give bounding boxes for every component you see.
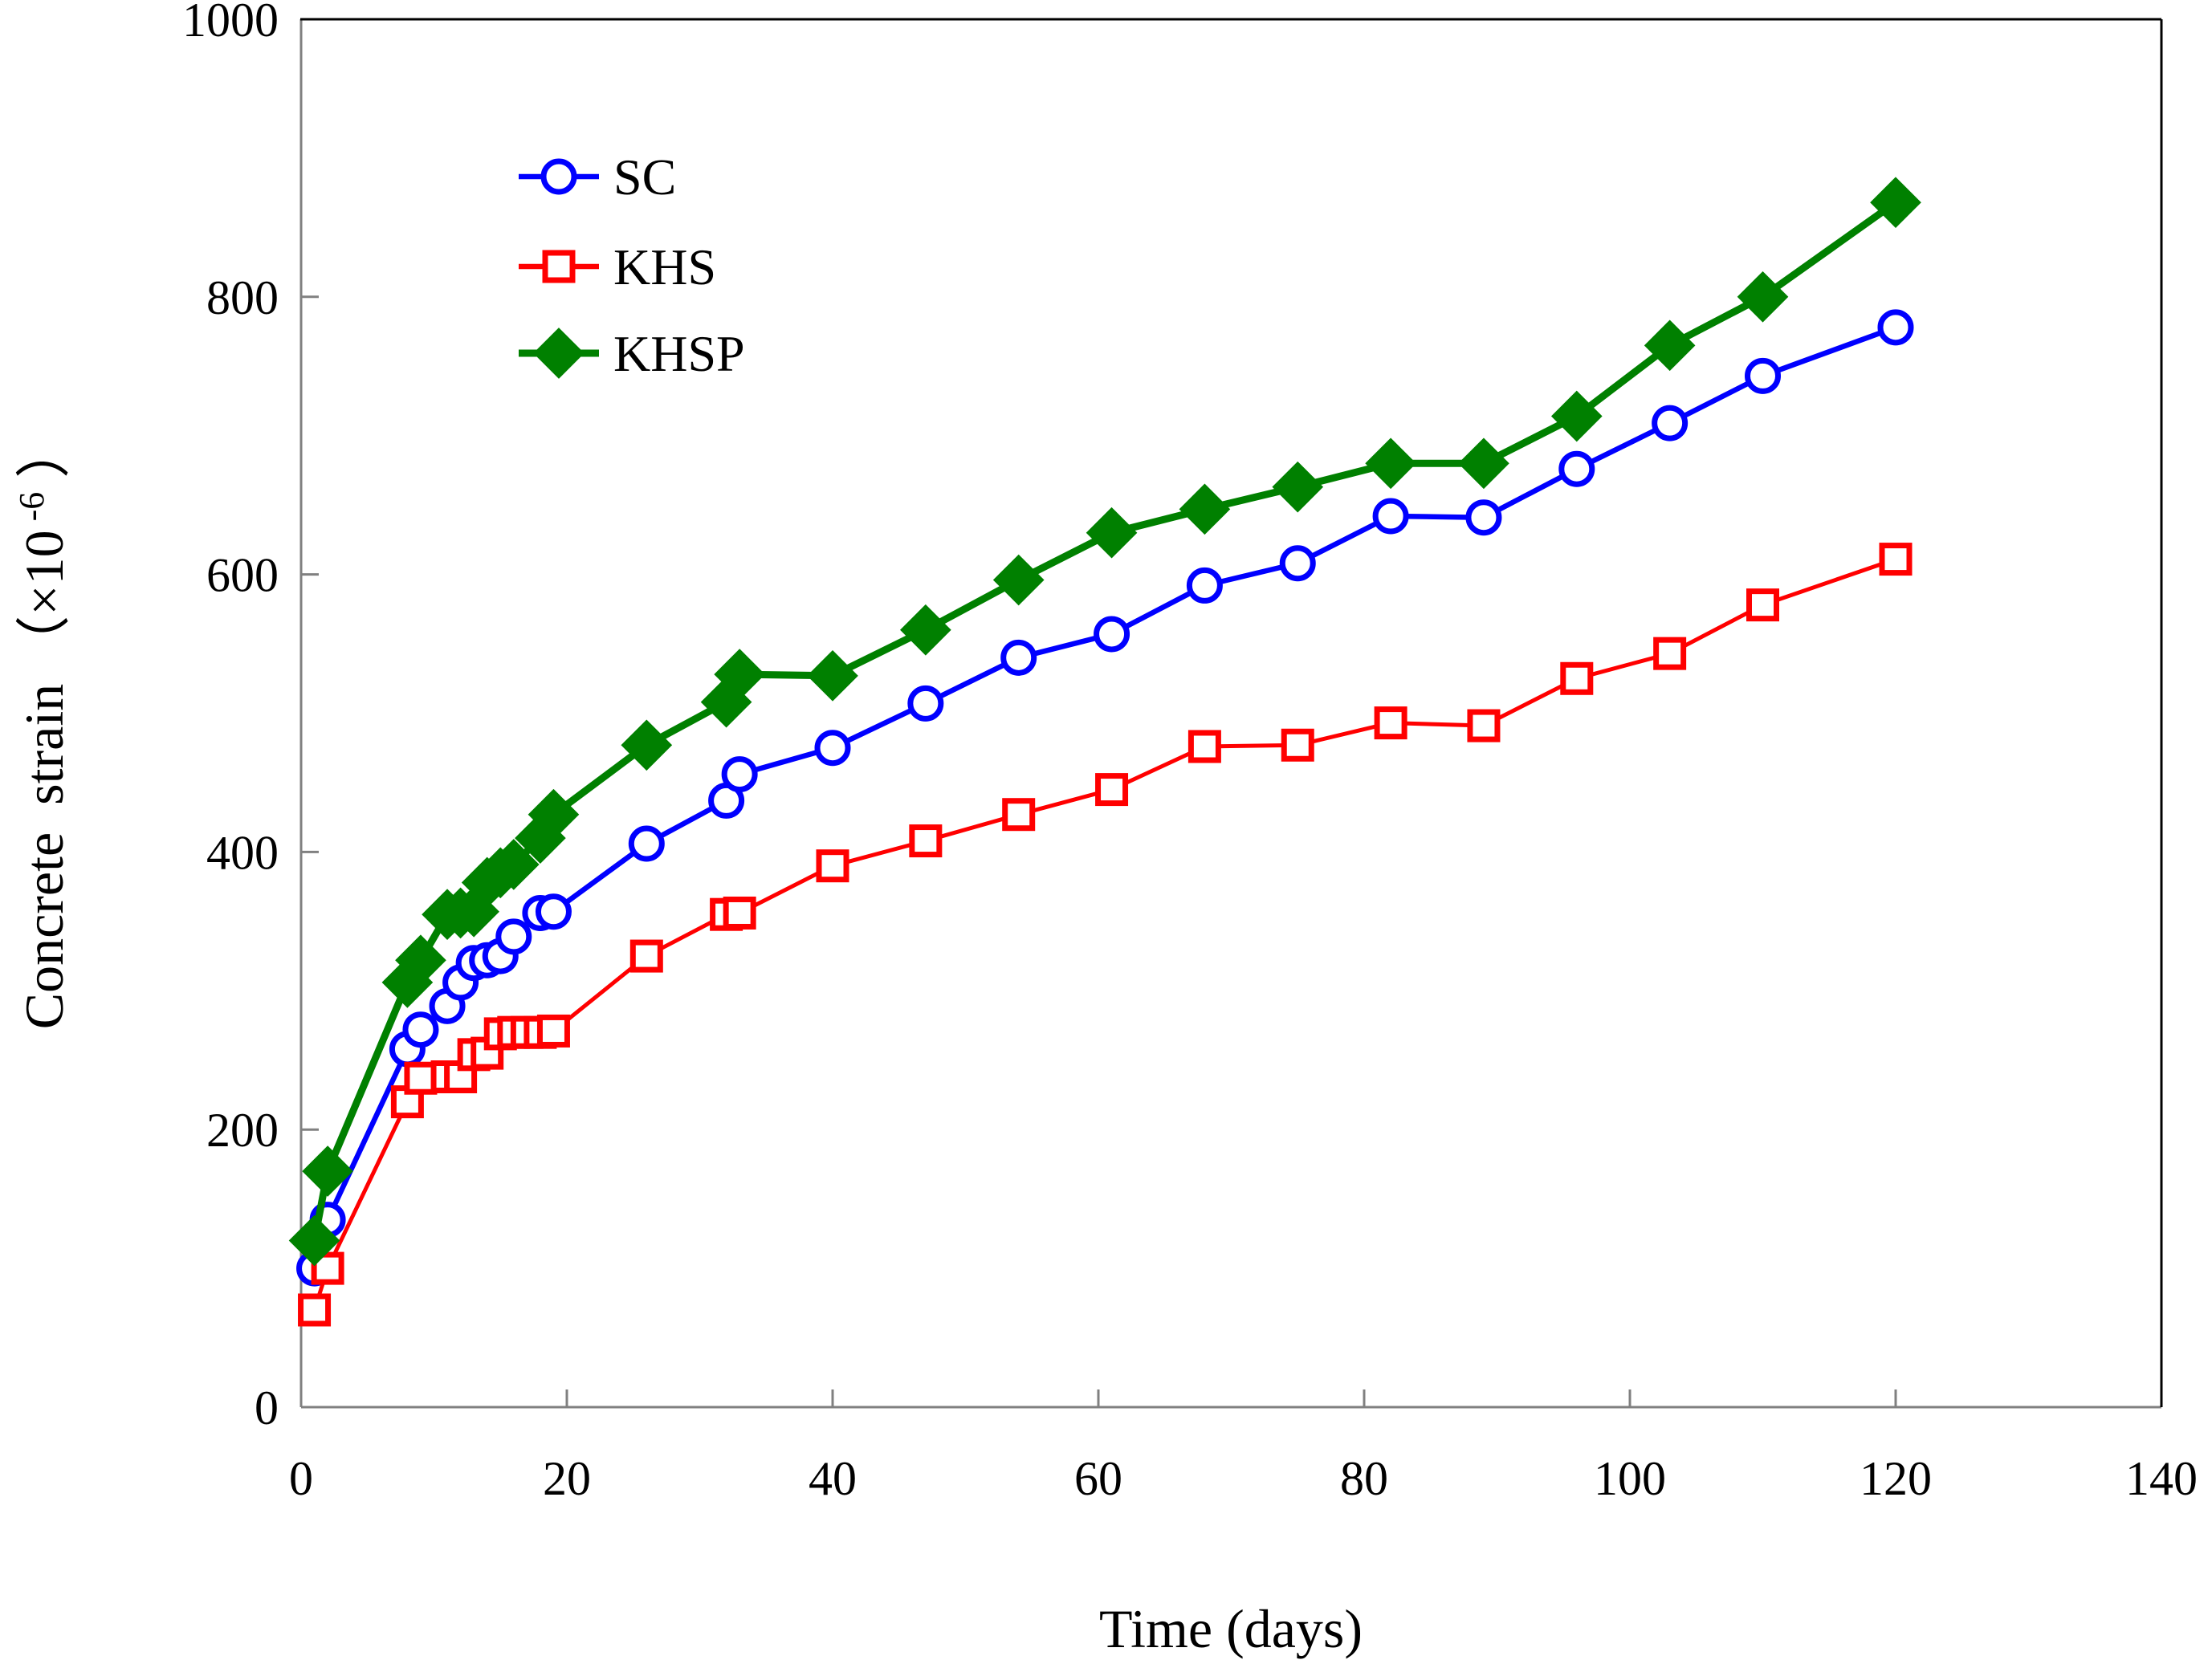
data-point-square — [1374, 706, 1407, 740]
series-sc — [296, 309, 1914, 1287]
data-point-square — [298, 1293, 332, 1327]
x-tick-label: 120 — [1860, 1452, 1932, 1505]
axis-ticks — [299, 18, 2163, 1409]
data-point-diamond — [1458, 437, 1509, 490]
data-point-circle — [402, 1011, 439, 1048]
series-khsp — [288, 177, 1921, 1267]
data-point-circle — [1745, 357, 1781, 394]
data-point-circle — [628, 825, 665, 862]
data-point-diamond — [1272, 461, 1324, 513]
data-point-square — [723, 896, 756, 930]
data-point-diamond — [302, 1145, 353, 1197]
data-point-square — [1746, 588, 1779, 622]
data-point-square — [629, 939, 663, 973]
y-tick-label: 400 — [206, 826, 279, 879]
data-point-diamond — [621, 719, 673, 771]
data-point-square — [1879, 543, 1913, 576]
x-tick-label: 20 — [543, 1452, 591, 1505]
data-point-circle — [1000, 639, 1037, 676]
data-point-circle — [535, 893, 572, 930]
data-point-square — [404, 1061, 438, 1095]
data-point-diamond — [714, 649, 765, 700]
legend-label: KHS — [613, 238, 716, 295]
data-point-circle — [1465, 499, 1502, 536]
legend-label: SC — [613, 148, 676, 205]
x-tick-label: 0 — [289, 1452, 313, 1505]
data-point-diamond — [900, 604, 951, 656]
y-tick-label: 200 — [206, 1104, 279, 1157]
legend-label: KHSP — [613, 325, 745, 382]
y-tick-label: 0 — [255, 1381, 279, 1434]
x-tick-label: 140 — [2125, 1452, 2198, 1505]
y-tick-label: 1000 — [182, 0, 279, 47]
data-point-square — [1187, 730, 1221, 763]
x-tick-label: 40 — [809, 1452, 857, 1505]
data-point-square — [1560, 661, 1594, 695]
data-point-square — [536, 1014, 570, 1048]
data-point-diamond — [1550, 390, 1603, 442]
y-tick-label: 600 — [206, 549, 279, 602]
data-point-circle — [1372, 498, 1409, 535]
data-point-diamond — [533, 328, 585, 379]
data-point-diamond — [395, 934, 446, 987]
legend-entry-khs: KHS — [519, 238, 716, 295]
series-line — [312, 557, 1898, 1312]
x-tick-label: 60 — [1074, 1452, 1122, 1505]
data-point-circle — [1652, 405, 1689, 441]
x-axis-title: Time (days) — [1099, 1598, 1363, 1659]
data-point-circle — [1558, 450, 1595, 487]
data-point-square — [1653, 637, 1687, 670]
axis-tick-labels: 0 20 40 60 80 100 120 140 0 200 400 600 800 1000 — [182, 0, 2198, 1505]
data-point-diamond — [487, 839, 540, 890]
data-point-diamond — [1870, 177, 1921, 229]
data-point-diamond — [528, 788, 580, 840]
data-point-square — [816, 849, 849, 883]
data-point-diamond — [1644, 319, 1696, 372]
data-point-circle — [814, 730, 851, 767]
data-point-square — [1467, 709, 1501, 742]
data-point-diamond — [807, 649, 858, 702]
data-point-diamond — [1179, 483, 1231, 535]
y-tick-label: 800 — [206, 271, 279, 324]
data-point-circle — [495, 918, 532, 955]
axis-titles: Time (days) Concrete strain （×10 -6 ） — [12, 424, 1363, 1659]
data-point-square — [1095, 773, 1129, 807]
legend: SC KHS KHSP — [519, 148, 745, 382]
series-khs — [298, 543, 1913, 1327]
data-point-circle — [1186, 567, 1223, 604]
x-tick-label: 100 — [1594, 1452, 1666, 1505]
legend-entry-khsp: KHSP — [519, 325, 745, 382]
data-point-diamond — [1737, 271, 1789, 323]
data-point-diamond — [288, 1214, 340, 1267]
x-tick-label: 80 — [1340, 1452, 1388, 1505]
data-point-circle — [1094, 616, 1130, 653]
data-point-circle — [721, 756, 758, 793]
data-point-square — [1281, 728, 1314, 762]
data-point-circle — [540, 158, 577, 195]
data-point-square — [1002, 798, 1036, 832]
legend-entry-sc: SC — [519, 148, 676, 205]
data-point-diamond — [992, 554, 1045, 606]
data-point-circle — [907, 685, 944, 722]
data-point-diamond — [1365, 437, 1416, 490]
data-point-circle — [1877, 309, 1914, 346]
data-point-circle — [1279, 545, 1316, 582]
axis-spines — [299, 18, 2163, 1409]
data-series — [288, 177, 1921, 1327]
data-point-square — [542, 250, 576, 283]
data-point-square — [311, 1251, 344, 1285]
data-point-square — [909, 824, 943, 858]
data-point-diamond — [1086, 507, 1138, 559]
y-axis-title: Concrete strain （×10 -6 ） — [12, 424, 75, 1030]
